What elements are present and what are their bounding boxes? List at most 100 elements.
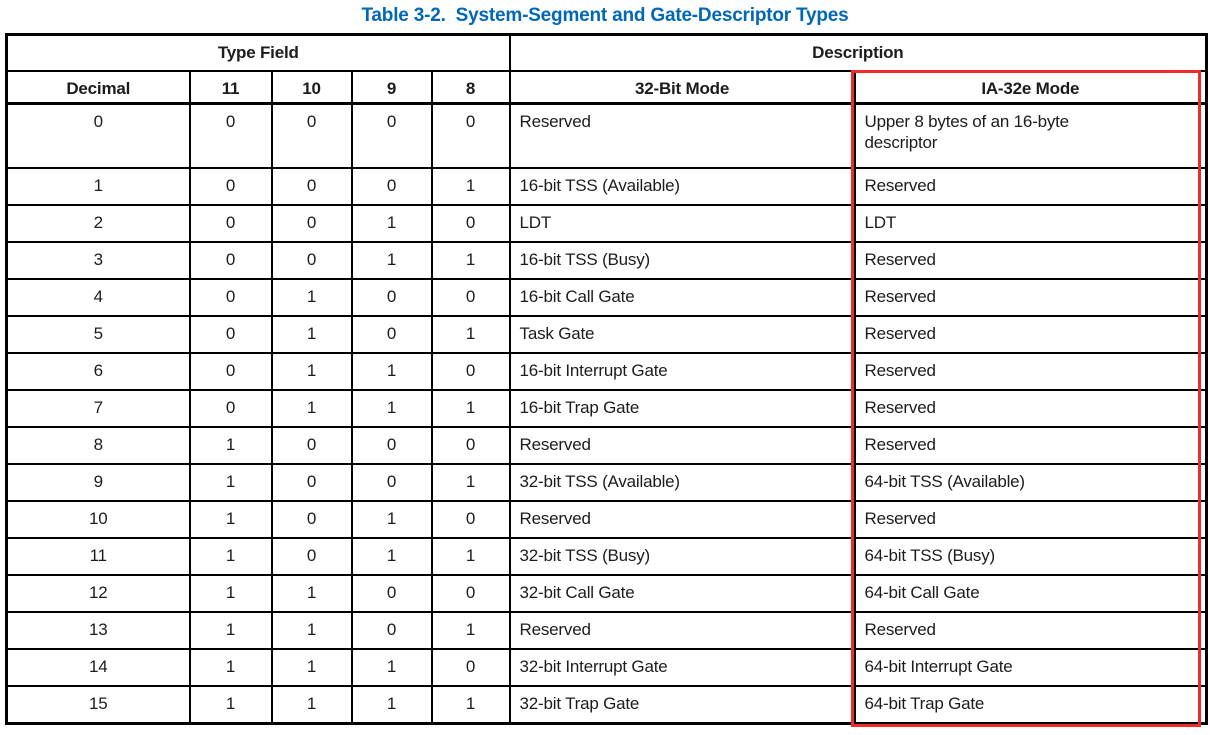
bit9-cell: 0 bbox=[350, 574, 433, 613]
ia32e-cell: Reserved bbox=[853, 241, 1208, 280]
bit9-cell: 1 bbox=[350, 685, 433, 725]
bit8-cell: 0 bbox=[430, 648, 511, 687]
ia32e-cell: Reserved bbox=[853, 167, 1208, 206]
bit8-cell: 0 bbox=[430, 204, 511, 243]
column-header-ia32e-mode: IA-32e Mode bbox=[853, 70, 1208, 105]
bit10-cell: 0 bbox=[270, 241, 353, 280]
ia32e-cell: Reserved bbox=[853, 500, 1208, 539]
table-row: 11 1 0 1 1 32-bit TSS (Busy) 64-bit TSS … bbox=[5, 537, 1208, 576]
bit9-cell: 1 bbox=[350, 352, 433, 391]
bit8-cell: 1 bbox=[430, 537, 511, 576]
mode32-cell: Reserved bbox=[508, 611, 856, 650]
decimal-cell: 0 bbox=[5, 102, 191, 169]
mode32-cell: 16-bit Call Gate bbox=[508, 278, 856, 317]
decimal-cell: 13 bbox=[5, 611, 191, 650]
bit9-cell: 0 bbox=[350, 611, 433, 650]
table-title-label: Table 3-2. bbox=[361, 5, 446, 26]
mode32-cell: 32-bit Interrupt Gate bbox=[508, 648, 856, 687]
decimal-cell: 8 bbox=[5, 426, 191, 465]
descriptor-types-table: Type Field Description Decimal 11 10 9 8… bbox=[5, 33, 1209, 725]
column-header-bit8: 8 bbox=[430, 70, 511, 105]
column-header-bit10: 10 bbox=[270, 70, 353, 105]
bit11-cell: 1 bbox=[188, 574, 273, 613]
decimal-cell: 6 bbox=[5, 352, 191, 391]
bit11-cell: 1 bbox=[188, 685, 273, 725]
bit10-cell: 1 bbox=[270, 389, 353, 428]
bit9-cell: 0 bbox=[350, 463, 433, 502]
decimal-cell: 15 bbox=[5, 685, 191, 725]
ia32e-cell: Reserved bbox=[853, 389, 1208, 428]
bit11-cell: 0 bbox=[188, 241, 273, 280]
bit9-cell: 0 bbox=[350, 278, 433, 317]
bit11-cell: 0 bbox=[188, 389, 273, 428]
table-row: 1 0 0 0 1 16-bit TSS (Available) Reserve… bbox=[5, 167, 1208, 206]
table-row: 3 0 0 1 1 16-bit TSS (Busy) Reserved bbox=[5, 241, 1208, 280]
decimal-cell: 10 bbox=[5, 500, 191, 539]
table-row: 6 0 1 1 0 16-bit Interrupt Gate Reserved bbox=[5, 352, 1208, 391]
bit10-cell: 0 bbox=[270, 204, 353, 243]
bit11-cell: 0 bbox=[188, 278, 273, 317]
column-header-32bit-mode: 32-Bit Mode bbox=[508, 70, 856, 105]
mode32-cell: LDT bbox=[508, 204, 856, 243]
mode32-cell: 16-bit TSS (Busy) bbox=[508, 241, 856, 280]
bit11-cell: 0 bbox=[188, 167, 273, 206]
bit11-cell: 1 bbox=[188, 611, 273, 650]
decimal-cell: 11 bbox=[5, 537, 191, 576]
bit11-cell: 0 bbox=[188, 102, 273, 169]
bit10-cell: 1 bbox=[270, 278, 353, 317]
bit9-cell: 0 bbox=[350, 102, 433, 169]
bit8-cell: 0 bbox=[430, 278, 511, 317]
decimal-cell: 3 bbox=[5, 241, 191, 280]
bit9-cell: 1 bbox=[350, 389, 433, 428]
bit8-cell: 1 bbox=[430, 315, 511, 354]
table-row: 9 1 0 0 1 32-bit TSS (Available) 64-bit … bbox=[5, 463, 1208, 502]
mode32-cell: Reserved bbox=[508, 500, 856, 539]
bit10-cell: 1 bbox=[270, 352, 353, 391]
column-header-bit11: 11 bbox=[188, 70, 273, 105]
bit10-cell: 0 bbox=[270, 167, 353, 206]
bit9-cell: 1 bbox=[350, 648, 433, 687]
mode32-cell: Reserved bbox=[508, 102, 856, 169]
decimal-cell: 4 bbox=[5, 278, 191, 317]
bit8-cell: 1 bbox=[430, 389, 511, 428]
bit11-cell: 0 bbox=[188, 315, 273, 354]
bit11-cell: 1 bbox=[188, 648, 273, 687]
column-header-bit9: 9 bbox=[350, 70, 433, 105]
bit11-cell: 1 bbox=[188, 537, 273, 576]
bit9-cell: 0 bbox=[350, 426, 433, 465]
mode32-cell: 32-bit TSS (Available) bbox=[508, 463, 856, 502]
table-row: 15 1 1 1 1 32-bit Trap Gate 64-bit Trap … bbox=[5, 685, 1208, 725]
table-row: 4 0 1 0 0 16-bit Call Gate Reserved bbox=[5, 278, 1208, 317]
bit11-cell: 0 bbox=[188, 352, 273, 391]
bit10-cell: 0 bbox=[270, 463, 353, 502]
bit8-cell: 0 bbox=[430, 352, 511, 391]
mode32-cell: Reserved bbox=[508, 426, 856, 465]
ia32e-cell: Reserved bbox=[853, 278, 1208, 317]
table-row: 13 1 1 0 1 Reserved Reserved bbox=[5, 611, 1208, 650]
bit9-cell: 0 bbox=[350, 315, 433, 354]
table-row: 12 1 1 0 0 32-bit Call Gate 64-bit Call … bbox=[5, 574, 1208, 613]
ia32e-cell: Reserved bbox=[853, 611, 1208, 650]
bit10-cell: 1 bbox=[270, 648, 353, 687]
decimal-cell: 2 bbox=[5, 204, 191, 243]
decimal-cell: 9 bbox=[5, 463, 191, 502]
bit11-cell: 1 bbox=[188, 463, 273, 502]
mode32-cell: Task Gate bbox=[508, 315, 856, 354]
bit8-cell: 1 bbox=[430, 463, 511, 502]
header-column-row: Decimal 11 10 9 8 32-Bit Mode IA-32e Mod… bbox=[5, 70, 1208, 105]
bit10-cell: 0 bbox=[270, 537, 353, 576]
bit8-cell: 0 bbox=[430, 102, 511, 169]
bit10-cell: 1 bbox=[270, 574, 353, 613]
table-row: 5 0 1 0 1 Task Gate Reserved bbox=[5, 315, 1208, 354]
bit11-cell: 0 bbox=[188, 204, 273, 243]
decimal-cell: 1 bbox=[5, 167, 191, 206]
mode32-cell: 32-bit Call Gate bbox=[508, 574, 856, 613]
bit9-cell: 1 bbox=[350, 204, 433, 243]
bit11-cell: 1 bbox=[188, 426, 273, 465]
bit9-cell: 1 bbox=[350, 537, 433, 576]
table-title-text: System-Segment and Gate-Descriptor Types bbox=[455, 5, 849, 26]
bit9-cell: 1 bbox=[350, 241, 433, 280]
column-header-decimal: Decimal bbox=[5, 70, 191, 105]
bit8-cell: 0 bbox=[430, 574, 511, 613]
bit8-cell: 1 bbox=[430, 685, 511, 725]
